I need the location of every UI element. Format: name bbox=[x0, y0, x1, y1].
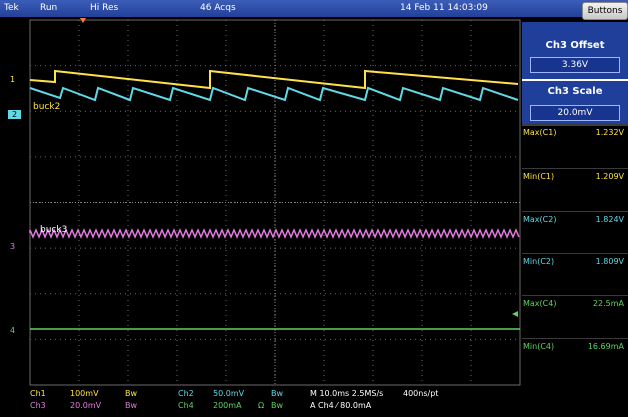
measurement-label[interactable]: Max(C2) bbox=[523, 215, 557, 224]
run-state: Run bbox=[40, 3, 58, 13]
trigger-position-marker bbox=[80, 18, 86, 23]
trigger-level-arrow bbox=[512, 311, 518, 317]
date-time: 14 Feb 11 14:03:09 bbox=[400, 3, 488, 13]
measurement-divider bbox=[522, 338, 628, 339]
ch4-scale: 200mA bbox=[213, 401, 242, 410]
ch1-bw: Bw bbox=[125, 389, 138, 398]
ch2-bw: Bw bbox=[271, 389, 284, 398]
ch1-scale: 100mV bbox=[70, 389, 99, 398]
timebase: M 10.0ms 2.5MS/s bbox=[310, 389, 384, 398]
ch3-trace bbox=[29, 228, 520, 239]
record-length: 400ns/pt bbox=[403, 389, 439, 398]
status-header: Tek Run Hi Res 46 Acqs 14 Feb 11 14:03:0… bbox=[0, 0, 628, 17]
ch3-scale: 20.0mV bbox=[70, 401, 102, 410]
measurement-divider bbox=[522, 168, 628, 169]
ch2-status-label[interactable]: Ch2 bbox=[178, 389, 194, 398]
measurement-value: 16.69mA bbox=[587, 342, 624, 351]
buck2-label: buck2 bbox=[33, 102, 61, 112]
ch3-offset-value[interactable]: 3.36V bbox=[530, 57, 620, 73]
ch1-trace bbox=[29, 69, 519, 90]
measurement-divider bbox=[522, 295, 628, 296]
acquisition-mode: Hi Res bbox=[90, 3, 119, 13]
trigger-setting: A Ch4 ⁄ 80.0mA bbox=[310, 401, 372, 410]
measurement-label[interactable]: Max(C4) bbox=[523, 299, 557, 308]
measurement-divider bbox=[522, 253, 628, 254]
ch3-offset-title: Ch3 Offset bbox=[545, 40, 605, 51]
ch4-marker[interactable]: 4 bbox=[10, 326, 16, 335]
measurement-value: 1.809V bbox=[595, 257, 624, 266]
ch1-marker[interactable]: 1 bbox=[10, 75, 16, 84]
ch4-ohm: Ω bbox=[258, 401, 265, 410]
acquisition-count: 46 Acqs bbox=[200, 3, 236, 13]
ch2-trace bbox=[29, 86, 519, 102]
buck3-label: buck3 bbox=[40, 225, 68, 235]
ch1-status-label[interactable]: Ch1 bbox=[30, 389, 46, 398]
channel-settings-panel: Ch3 Offset 3.36V Ch3 Scale 20.0mV bbox=[522, 22, 628, 126]
ch3-scale-title: Ch3 Scale bbox=[547, 86, 603, 97]
ch3-bw: Bw bbox=[125, 401, 138, 410]
measurement-value: 22.5mA bbox=[592, 299, 624, 308]
ch4-bw: Bw bbox=[271, 401, 284, 410]
graticule bbox=[29, 19, 521, 386]
ch3-scale-value[interactable]: 20.0mV bbox=[530, 105, 620, 121]
measurement-label[interactable]: Max(C1) bbox=[523, 128, 557, 137]
measurement-divider bbox=[522, 124, 628, 125]
ch3-status-label[interactable]: Ch3 bbox=[30, 401, 46, 410]
ch2-marker[interactable]: 2 bbox=[8, 110, 22, 119]
ch3-marker[interactable]: 3 bbox=[10, 242, 16, 251]
measurement-value: 1.209V bbox=[595, 172, 624, 181]
measurement-value: 1.232V bbox=[595, 128, 624, 137]
ch4-status-label[interactable]: Ch4 bbox=[178, 401, 194, 410]
ch2-scale: 50.0mV bbox=[213, 389, 245, 398]
measurement-label[interactable]: Min(C1) bbox=[523, 172, 555, 181]
measurement-value: 1.824V bbox=[595, 215, 624, 224]
waveform-traces bbox=[29, 18, 520, 330]
brand-label: Tek bbox=[4, 3, 19, 13]
measurement-label[interactable]: Min(C4) bbox=[523, 342, 555, 351]
panel-divider bbox=[522, 79, 628, 81]
measurement-label[interactable]: Min(C2) bbox=[523, 257, 555, 266]
measurement-divider bbox=[522, 211, 628, 212]
